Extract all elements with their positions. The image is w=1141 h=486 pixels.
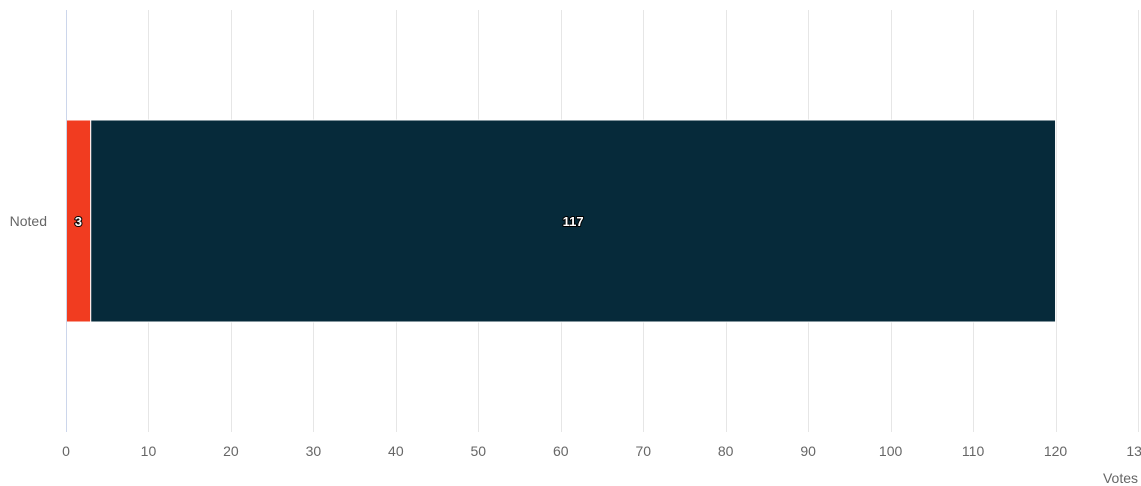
x-tick-label-70: 70: [635, 443, 651, 459]
x-tick-label-40: 40: [388, 443, 404, 459]
x-tick-label-50: 50: [471, 443, 487, 459]
data-label-1: 3: [75, 214, 82, 229]
x-tick-label-120: 120: [1044, 443, 1068, 459]
x-tick-label-90: 90: [800, 443, 816, 459]
x-tick-label-20: 20: [223, 443, 239, 459]
x-tick-label-0: 0: [62, 443, 70, 459]
y-axis-category-labels: Noted: [10, 213, 47, 229]
x-tick-label-130: 130: [1126, 443, 1141, 459]
data-label-2: 117: [563, 214, 584, 229]
x-tick-label-110: 110: [962, 443, 985, 459]
x-axis-title: Votes: [1103, 470, 1138, 486]
category-label: Noted: [10, 213, 47, 229]
x-tick-label-30: 30: [306, 443, 322, 459]
bar-series: [65, 119, 1057, 323]
x-tick-label-60: 60: [553, 443, 569, 459]
x-tick-label-100: 100: [879, 443, 903, 459]
x-axis-tick-labels: 0 10 20 30 40 50 60 70 80 90 100 110 120 130: [62, 443, 1141, 459]
data-labels: 3 117: [74, 213, 585, 230]
x-tick-label-80: 80: [718, 443, 734, 459]
bar-segment-2[interactable]: [90, 119, 1057, 323]
x-tick-label-10: 10: [141, 443, 157, 459]
